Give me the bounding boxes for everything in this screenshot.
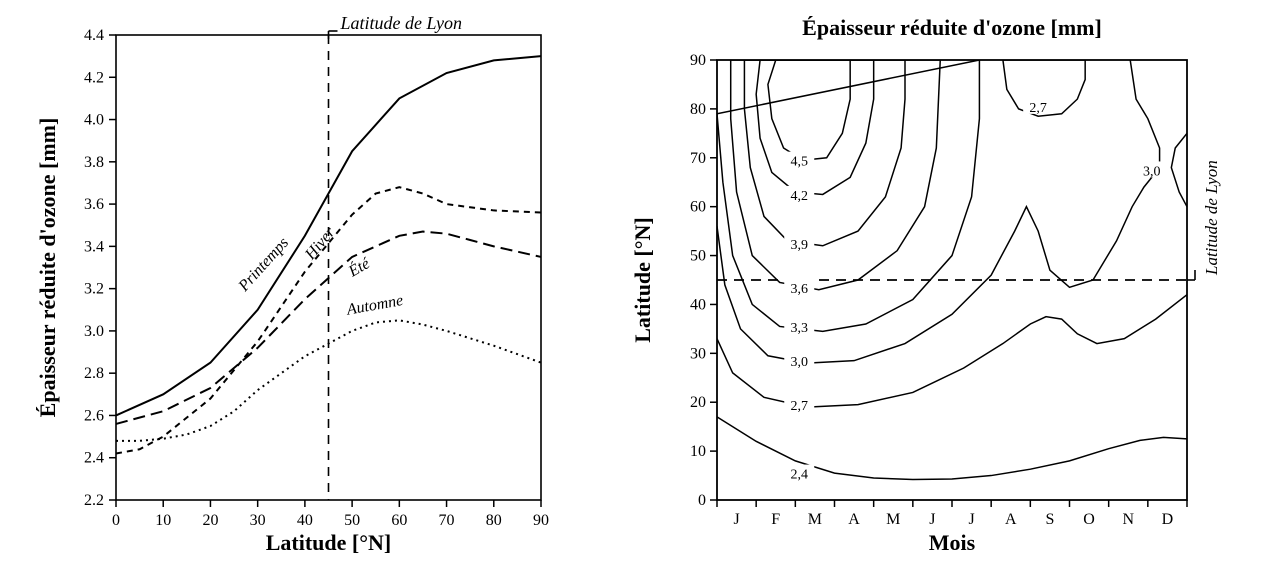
y-tick-label: 2.4 (84, 450, 104, 467)
x-tick-label: 40 (297, 512, 313, 529)
month-label: J (969, 511, 975, 528)
y-tick-label: 80 (690, 101, 706, 118)
contour-label: 3,0 (1143, 164, 1161, 179)
y-axis-label: Latitude [°N] (630, 217, 655, 343)
month-label: S (1046, 511, 1055, 528)
month-label: J (734, 511, 740, 528)
x-tick-label: 0 (112, 512, 120, 529)
month-label: F (772, 511, 781, 528)
contour-label: 3,6 (791, 282, 809, 297)
y-tick-label: 10 (690, 443, 706, 460)
y-tick-label: 4.4 (84, 27, 104, 44)
x-tick-label: 90 (533, 512, 549, 529)
contour-label: 2,4 (791, 468, 809, 483)
contour-label: 4,2 (791, 189, 809, 204)
x-tick-label: 10 (155, 512, 171, 529)
x-tick-label: 20 (202, 512, 218, 529)
y-tick-label: 50 (690, 248, 706, 265)
month-label: M (808, 511, 822, 528)
y-tick-label: 3.0 (84, 323, 104, 340)
contour-label: 2,7 (791, 399, 809, 414)
contour-3.6 (731, 60, 941, 290)
contour-label: 3,0 (791, 355, 809, 370)
contour-label: 4,5 (791, 155, 809, 170)
contour-label: 3,3 (791, 321, 809, 336)
month-label: N (1123, 511, 1135, 528)
x-tick-label: 50 (344, 512, 360, 529)
y-tick-label: 3.4 (84, 238, 104, 255)
y-tick-label: 4.2 (84, 69, 104, 86)
y-tick-label: 60 (690, 199, 706, 216)
x-tick-label: 60 (391, 512, 407, 529)
y-tick-label: 3.8 (84, 154, 104, 171)
y-tick-label: 90 (690, 52, 706, 69)
contour-label: 3,9 (791, 238, 809, 253)
month-label: D (1162, 511, 1174, 528)
lyon-label: Latitude de Lyon (1202, 160, 1221, 276)
y-tick-label: 4.0 (84, 112, 104, 129)
month-label: O (1084, 511, 1096, 528)
contour-2.7 (717, 295, 1187, 407)
x-axis-label: Mois (929, 530, 976, 555)
month-label: M (886, 511, 900, 528)
ozone-vs-latitude-chart: 0 10 20 30 40 50 60 70 80 90 2.2 2.4 2.6 2.8 3.0 3.2 3.4… (31, 5, 561, 565)
y-axis-label: Épaisseur réduite d'ozone [mm] (35, 118, 60, 418)
month-label: A (849, 511, 861, 528)
y-tick-label: 0 (698, 492, 706, 509)
y-tick-label: 2.6 (84, 407, 104, 424)
y-tick-label: 3.2 (84, 281, 104, 298)
y-tick-label: 2.2 (84, 492, 104, 509)
ozone-contour-chart: Épaisseur réduite d'ozone [mm] Latitude d… (622, 5, 1242, 565)
x-axis-label: Latitude [°N] (265, 530, 391, 555)
x-tick-label: 30 (249, 512, 265, 529)
x-tick-label: 80 (486, 512, 502, 529)
chart-title: Épaisseur réduite d'ozone [mm] (802, 15, 1102, 40)
x-tick-label: 70 (438, 512, 454, 529)
y-tick-label: 30 (690, 345, 706, 362)
contour-3.0 (1172, 133, 1188, 206)
y-tick-label: 20 (690, 394, 706, 411)
month-label: A (1005, 511, 1017, 528)
y-tick-label: 3.6 (84, 196, 104, 213)
y-tick-label: 70 (690, 150, 706, 167)
y-tick-label: 2.8 (84, 365, 104, 382)
contour-4.5 (768, 60, 850, 160)
lyon-label: Latitude de Lyon (339, 13, 461, 33)
contour-label: 2,7 (1030, 101, 1048, 116)
month-label: J (930, 511, 936, 528)
contour-4.2 (756, 60, 874, 194)
y-tick-label: 40 (690, 296, 706, 313)
